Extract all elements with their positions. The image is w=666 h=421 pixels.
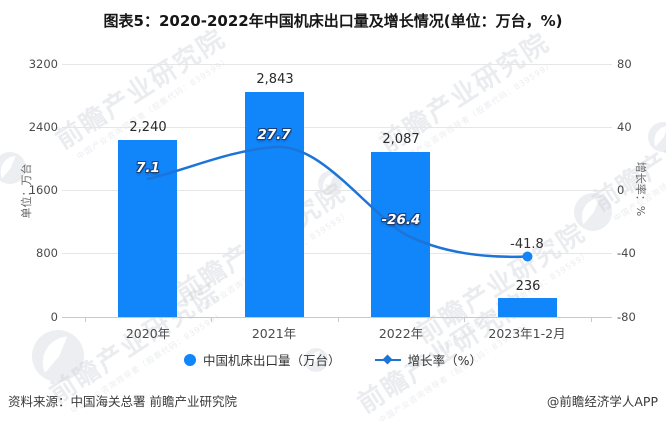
legend: 中国机床出口量（万台） 增长率（%） xyxy=(0,350,666,369)
bar-2023-jan-feb xyxy=(498,298,557,317)
growth-rate-path xyxy=(146,145,529,259)
gridline-2400 xyxy=(62,127,612,128)
y-right-tick-0: 0 xyxy=(617,183,625,197)
x-label-2023: 2023年1-2月 xyxy=(488,326,566,341)
y-left-tick-1600: 1600 xyxy=(28,183,58,197)
bar-2021 xyxy=(245,92,304,317)
y-right-tick--40: -40 xyxy=(617,246,636,260)
line-series-marker-icon xyxy=(374,354,401,366)
gridline-1600 xyxy=(62,190,612,191)
x-axis-tick xyxy=(464,317,465,322)
credit-text: @前瞻经济学人APP xyxy=(546,394,658,409)
legend-label: 中国机床出口量（万台） xyxy=(203,353,341,368)
chart-title: 图表5：2020-2022年中国机床出口量及增长情况(单位：万台，%) xyxy=(103,12,563,30)
x-axis-tick xyxy=(211,317,212,322)
bar-value-2022: 2,087 xyxy=(382,132,420,147)
x-axis-tick xyxy=(338,317,339,322)
x-label-2022: 2022年 xyxy=(378,326,424,341)
bar-value-2020: 2,240 xyxy=(129,120,167,135)
gridline-3200 xyxy=(62,64,612,65)
x-label-2021: 2021年 xyxy=(251,326,297,341)
bar-value-2021: 2,843 xyxy=(256,72,294,87)
x-axis-tick xyxy=(85,317,86,322)
x-label-2020: 2020年 xyxy=(125,326,171,341)
y-left-tick-3200: 3200 xyxy=(28,57,58,71)
x-axis-line xyxy=(62,317,612,318)
bar-value-2023: 236 xyxy=(515,279,541,294)
growth-rate-endpoint-dot xyxy=(522,251,533,262)
data-source-text: 资料来源：中国海关总署 前瞻产业研究院 xyxy=(8,394,237,409)
gridline-800 xyxy=(62,253,612,254)
y-right-tick-40: 40 xyxy=(617,120,632,134)
x-axis-tick xyxy=(591,317,592,322)
growth-value-2023: -41.8 xyxy=(510,237,544,252)
bar-2020 xyxy=(118,140,177,317)
y-left-tick-800: 800 xyxy=(36,246,58,260)
bar-series-marker-icon xyxy=(184,353,197,366)
growth-value-2020: 7.1 xyxy=(136,160,160,176)
growth-value-2021: 27.7 xyxy=(257,127,291,143)
bar-2022 xyxy=(371,152,430,317)
legend-label: 增长率（%） xyxy=(407,353,482,368)
y-left-tick-2400: 2400 xyxy=(28,120,58,134)
legend-item-growth-rate[interactable]: 增长率（%） xyxy=(374,350,482,369)
legend-item-export-volume[interactable]: 中国机床出口量（万台） xyxy=(184,350,341,369)
y-left-tick-0: 0 xyxy=(50,310,58,324)
y-right-tick--80: -80 xyxy=(617,310,636,324)
y-right-tick-80: 80 xyxy=(617,57,632,71)
growth-value-2022: -26.4 xyxy=(381,212,421,228)
